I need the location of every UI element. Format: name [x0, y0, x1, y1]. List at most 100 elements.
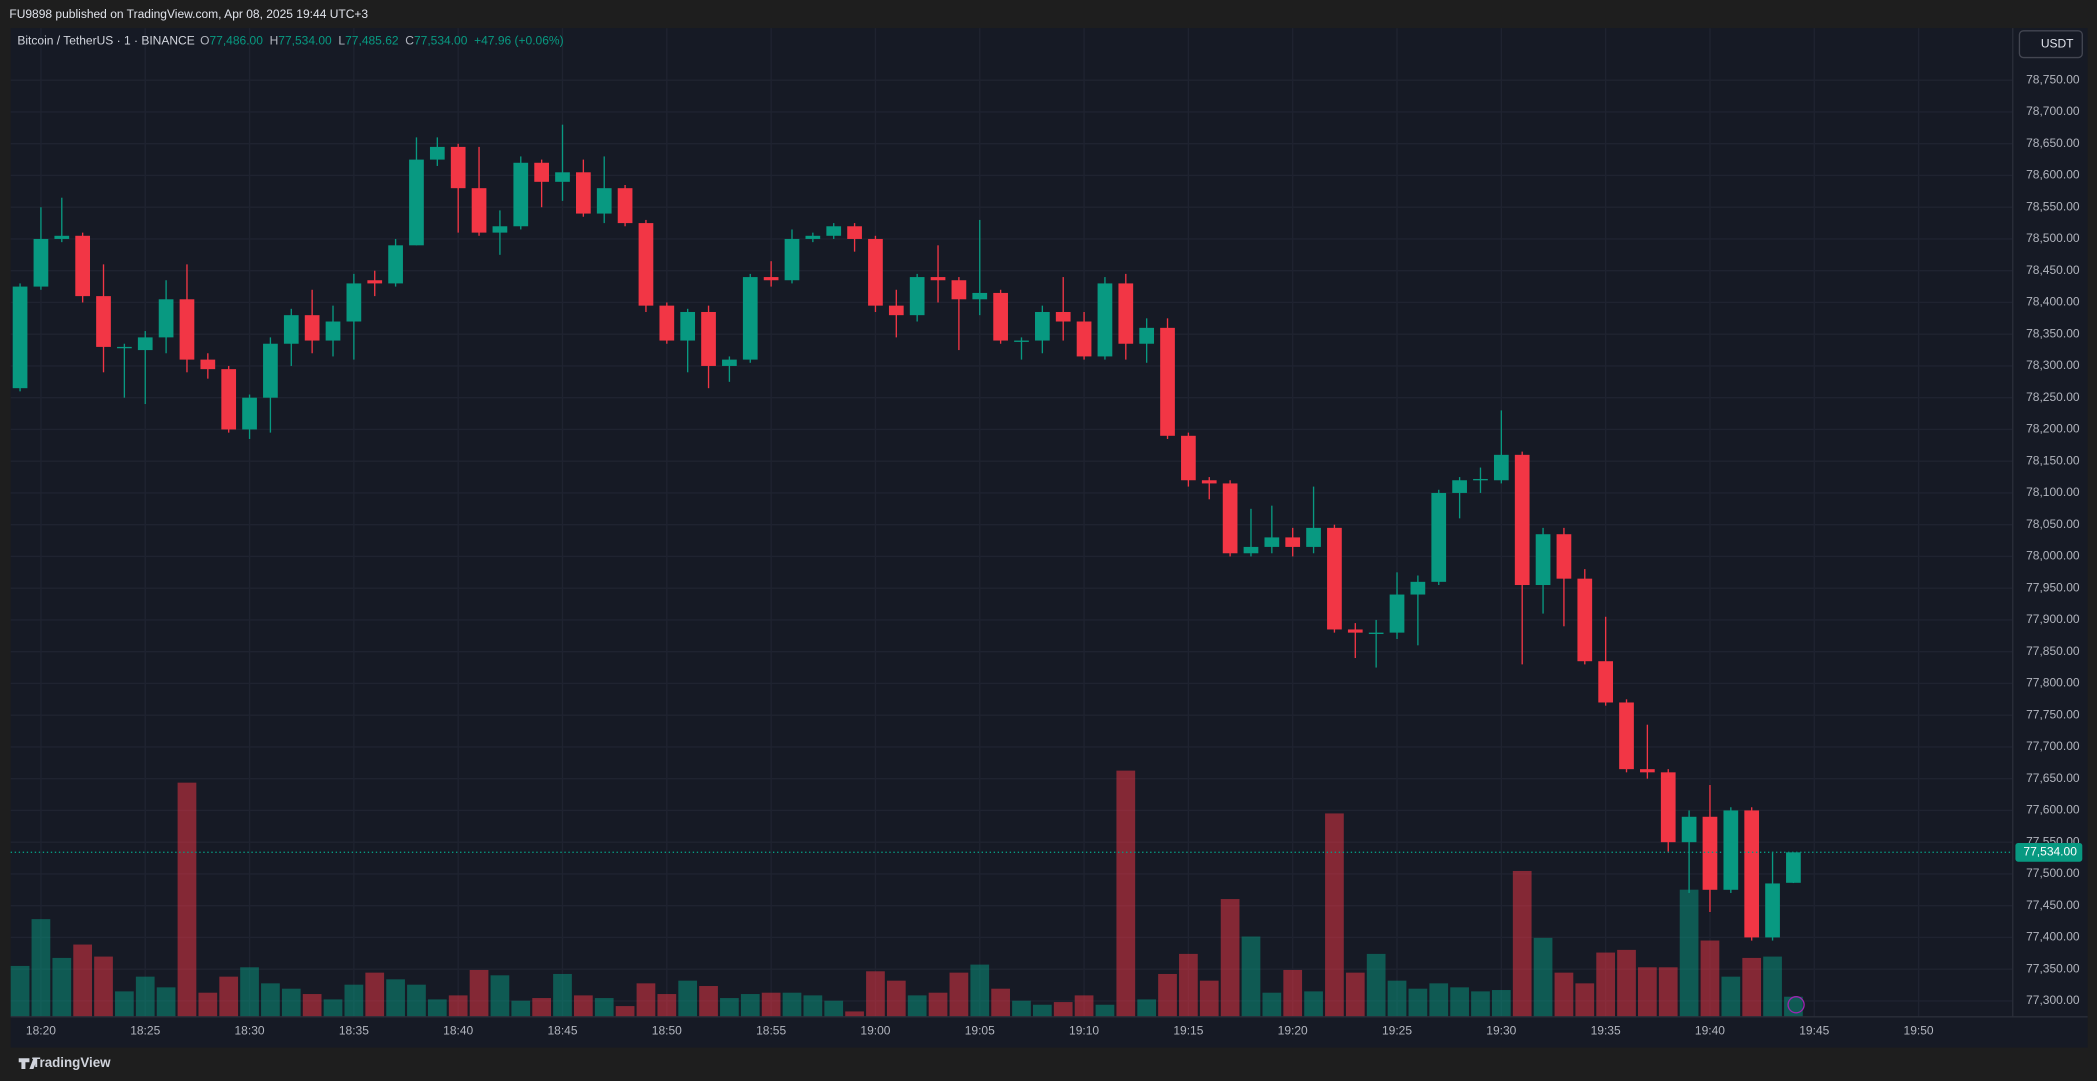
volume-bar [574, 995, 593, 1017]
candle-body [346, 283, 362, 322]
candle-body [1556, 534, 1572, 579]
volume-bar [1533, 937, 1553, 1017]
candle-body [1660, 772, 1676, 843]
candle-body [1243, 546, 1259, 554]
candle-body [1619, 702, 1634, 770]
legend-value: 77,486.00 [209, 34, 263, 48]
candle-body [1702, 816, 1718, 890]
volume-bar [1721, 976, 1741, 1017]
y-tick-label: 77,650.00 [2026, 771, 2080, 785]
candle-body [680, 311, 696, 341]
candle-body [1640, 769, 1655, 773]
volume-bar [1575, 983, 1595, 1017]
candle-body [242, 397, 257, 430]
volume-bar [1596, 952, 1616, 1017]
x-tick-label: 18:20 [26, 1024, 56, 1038]
x-tick-label: 18:35 [339, 1024, 369, 1038]
candle-body [555, 172, 570, 182]
volume-bar [469, 969, 489, 1017]
candle-body [1327, 527, 1342, 630]
volume-bar [1638, 967, 1657, 1017]
volume-bar [1700, 940, 1720, 1017]
candle-body [1181, 435, 1196, 481]
candle-body [826, 226, 842, 236]
tv-logo [18, 1058, 38, 1069]
volume-bar [1012, 1000, 1031, 1017]
candle-layer [12, 124, 1801, 941]
candle-body [1368, 632, 1384, 634]
volume-bar [1032, 1004, 1052, 1017]
volume-bar [323, 999, 343, 1017]
volume-bar [636, 983, 656, 1017]
candle-body [367, 280, 383, 284]
volume-bar [1137, 999, 1157, 1017]
volume-bar [1283, 969, 1303, 1017]
candle-body [534, 162, 549, 182]
candle-body [75, 235, 91, 297]
x-tick-label: 19:30 [1486, 1024, 1516, 1038]
y-tick-label: 78,600.00 [2026, 168, 2080, 182]
x-tick-label: 18:25 [130, 1024, 160, 1038]
volume-bar [1387, 980, 1407, 1017]
candle-body [888, 305, 904, 316]
volume-bar [511, 1000, 531, 1017]
volume-bar [1450, 987, 1469, 1017]
legend: Bitcoin / TetherUS · 1 · BINANCE O77,486.… [17, 34, 563, 48]
x-tick-label: 18:50 [652, 1024, 682, 1038]
candle-body [283, 315, 299, 344]
candle-body [1347, 629, 1363, 633]
y-tick-label: 78,500.00 [2026, 231, 2080, 245]
volume-bar [1408, 988, 1428, 1017]
footer-brand: TradingView [32, 1055, 111, 1070]
candle-body [1765, 883, 1780, 938]
legend-value: 77,534.00 [414, 34, 468, 48]
candle-body [1410, 581, 1426, 595]
volume-bar [115, 991, 134, 1017]
legend-value: 77,534.00 [278, 34, 332, 48]
y-tick-label: 77,450.00 [2026, 898, 2080, 912]
volume-bar [532, 998, 551, 1017]
y-tick-label: 78,350.00 [2026, 326, 2080, 340]
x-tick-label: 19:15 [1173, 1024, 1203, 1038]
currency-label[interactable]: USDT [2041, 36, 2074, 50]
x-tick-label: 18:45 [547, 1024, 577, 1038]
replay-icon[interactable] [1787, 996, 1805, 1014]
candle-body [1034, 311, 1050, 341]
volume-bar [1345, 972, 1365, 1017]
y-tick-label: 78,700.00 [2026, 104, 2080, 118]
volume-bar [135, 976, 155, 1017]
volume-layer [10, 770, 1803, 1017]
grid [10, 28, 2013, 1017]
candle-body [617, 188, 633, 224]
y-tick-label: 77,800.00 [2026, 676, 2080, 690]
candle-body [596, 188, 612, 214]
candle-body [1493, 454, 1509, 481]
candle-body [137, 337, 153, 351]
y-tick-label: 77,950.00 [2026, 580, 2080, 594]
x-tick-label: 19:40 [1695, 1024, 1725, 1038]
volume-bar [407, 984, 426, 1017]
volume-bar [156, 987, 176, 1017]
candle-body [471, 188, 487, 233]
x-tick-label: 19:50 [1904, 1024, 1934, 1038]
x-tick-label: 19:05 [965, 1024, 995, 1038]
y-tick-label: 77,600.00 [2026, 803, 2080, 817]
x-tick-label: 18:55 [756, 1024, 786, 1038]
candle-body [930, 277, 946, 281]
legend-key: H [270, 34, 279, 48]
candle-body [450, 146, 466, 189]
candle-body [1055, 311, 1071, 322]
volume-bar [866, 971, 885, 1017]
y-tick-label: 77,850.00 [2026, 644, 2080, 658]
candle-body [1514, 454, 1530, 586]
volume-bar [94, 956, 113, 1017]
currency-button[interactable] [2018, 30, 2083, 59]
candle-body [1014, 340, 1029, 342]
candle-body [117, 346, 132, 349]
x-tick-label: 19:20 [1278, 1024, 1308, 1038]
volume-bar [1304, 991, 1323, 1017]
candle-body [1535, 534, 1551, 586]
volume-bar [386, 979, 405, 1017]
volume-bar [615, 1006, 635, 1017]
volume-bar [1617, 949, 1636, 1017]
